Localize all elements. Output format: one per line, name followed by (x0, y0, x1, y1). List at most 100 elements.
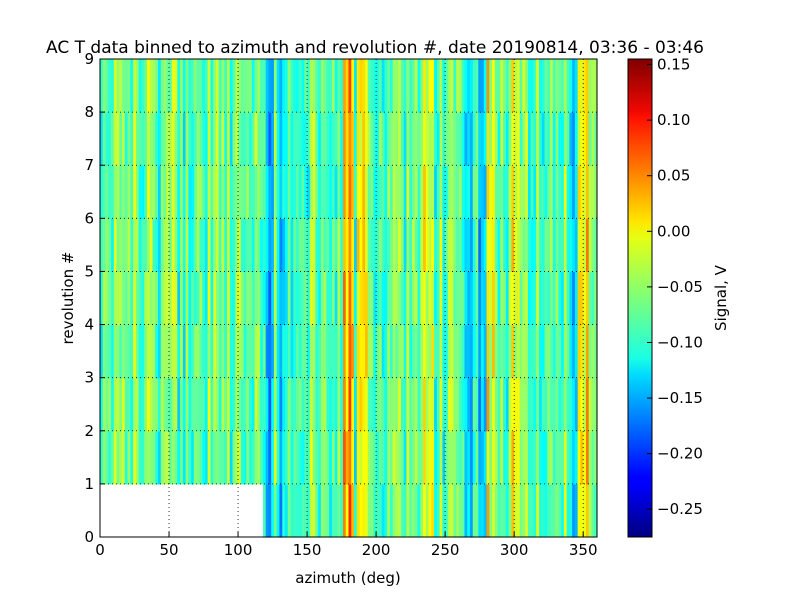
heatmap-cell (207, 218, 212, 273)
heatmap-cell (146, 165, 151, 219)
heatmap-cell (312, 165, 316, 219)
heatmap-cell (558, 271, 562, 326)
heatmap-cell (591, 430, 595, 485)
heatmap-cell (251, 59, 256, 113)
heatmap-cell (340, 430, 344, 485)
heatmap-cell (246, 112, 250, 166)
heatmap-cell (249, 112, 253, 166)
heatmap-cell (182, 324, 187, 379)
heatmap-cell (555, 218, 559, 273)
y-tick-label: 0 (84, 528, 94, 546)
heatmap-cell (367, 430, 372, 485)
heatmap-cell (276, 271, 281, 326)
heatmap-cell (135, 165, 140, 219)
y-tick-label: 8 (84, 103, 94, 121)
heatmap-cell (298, 59, 303, 113)
heatmap-cell (229, 165, 234, 219)
heatmap-cell (423, 112, 427, 166)
heatmap-cell (533, 483, 537, 538)
heatmap-cell (550, 218, 554, 273)
heatmap-cell (182, 430, 187, 485)
heatmap-cell (235, 59, 239, 113)
heatmap-cell (414, 59, 419, 113)
heatmap-cell (155, 430, 159, 485)
heatmap-cell (550, 430, 554, 485)
heatmap-cell (218, 165, 223, 219)
x-tick-label: 350 (569, 541, 598, 559)
heatmap-cell (431, 218, 435, 273)
heatmap-cell (403, 324, 408, 379)
heatmap-cell (505, 430, 510, 485)
heatmap-cell (516, 483, 521, 538)
heatmap-cell (450, 324, 455, 379)
heatmap-cell (483, 165, 488, 219)
heatmap-cell (497, 324, 501, 379)
heatmap-cell (458, 430, 463, 485)
heatmap-cell (160, 112, 165, 166)
heatmap-cell (271, 324, 275, 379)
heatmap-cell (558, 59, 562, 113)
heatmap-cell (238, 271, 242, 326)
heatmap-cell (577, 165, 582, 219)
heatmap-cell (414, 112, 419, 166)
heatmap-cell (133, 324, 137, 379)
heatmap-cell (312, 271, 316, 326)
heatmap-cell (384, 112, 388, 166)
heatmap-cell (539, 165, 543, 219)
heatmap-cell (108, 218, 112, 273)
heatmap-cell (204, 59, 209, 113)
heatmap-cell (304, 112, 308, 166)
heatmap-cell (102, 59, 107, 113)
heatmap-cell (450, 430, 455, 485)
heatmap-cell (144, 324, 148, 379)
heatmap-cell (497, 430, 501, 485)
heatmap-cell (580, 324, 584, 379)
heatmap-cell (202, 112, 206, 166)
heatmap-cell (174, 112, 178, 166)
heatmap-cell (356, 271, 361, 326)
heatmap-cell (149, 165, 154, 219)
heatmap-cell (271, 59, 275, 113)
heatmap-cell (439, 59, 443, 113)
heatmap-cell (420, 271, 424, 326)
heatmap-cell (323, 324, 328, 379)
heatmap-cell (163, 112, 167, 166)
heatmap-cell (389, 377, 394, 432)
heatmap-cell (425, 165, 430, 219)
heatmap-cell (525, 483, 529, 538)
heatmap-cell (249, 218, 253, 273)
heatmap-cell (157, 430, 162, 485)
heatmap-cell (434, 59, 438, 113)
heatmap-cell (370, 218, 374, 273)
heatmap-cell (594, 483, 598, 538)
heatmap-cell (387, 112, 391, 166)
heatmap-cell (588, 59, 593, 113)
heatmap-cell (472, 324, 477, 379)
colorbar-ticks: 0.150.100.050.00−0.05−0.10−0.15−0.20−0.2… (647, 56, 703, 518)
heatmap-cell (423, 271, 427, 326)
heatmap-cell (124, 218, 129, 273)
heatmap-cell (367, 165, 372, 219)
heatmap-cell (384, 165, 388, 219)
heatmap-cell (113, 112, 118, 166)
heatmap-cell (583, 324, 587, 379)
heatmap-cell (354, 112, 358, 166)
heatmap-cell (456, 112, 460, 166)
heatmap-cell (354, 483, 358, 538)
heatmap-cell (481, 165, 485, 219)
heatmap-cell (318, 271, 322, 326)
heatmap-cell (177, 112, 181, 166)
heatmap-cell (373, 377, 377, 432)
heatmap-cell (265, 165, 270, 219)
heatmap-cell (207, 324, 212, 379)
heatmap-cell (155, 377, 159, 432)
heatmap-cell (127, 324, 131, 379)
heatmap-cell (108, 112, 112, 166)
heatmap-cell (191, 324, 195, 379)
heatmap-cell (536, 218, 540, 273)
heatmap-cell (425, 112, 430, 166)
heatmap-cell (149, 430, 154, 485)
heatmap-cell (514, 218, 518, 273)
heatmap-cell (514, 165, 518, 219)
heatmap-cell (133, 430, 137, 485)
